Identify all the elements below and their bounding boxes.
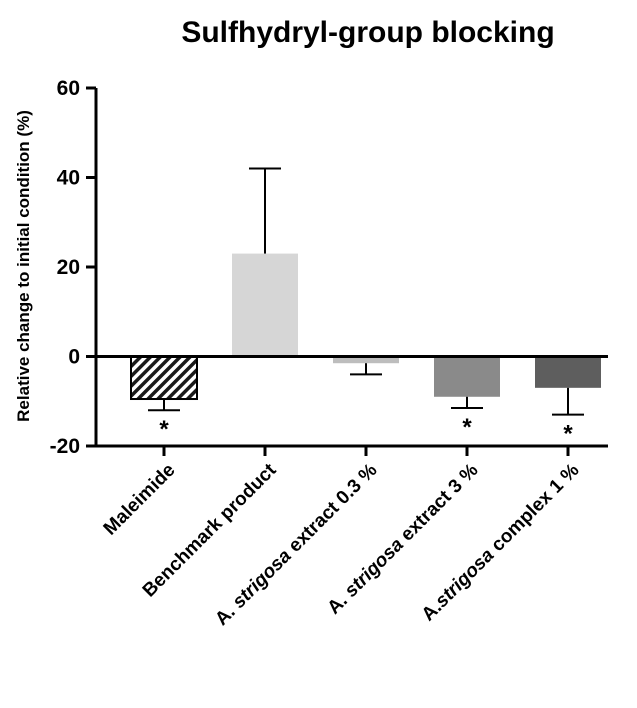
category-label: Maleimide [100, 460, 180, 540]
y-axis-label: Relative change to initial condition (%) [14, 110, 33, 422]
y-tick-label: 40 [57, 167, 80, 190]
category-label: A. strigosa extract 0.3 % [211, 460, 381, 630]
bar [434, 356, 500, 397]
y-tick-label: 60 [57, 77, 80, 100]
y-tick-label: 0 [68, 346, 80, 369]
y-tick-label: -20 [50, 435, 80, 458]
bar [333, 356, 399, 364]
significance-marker: * [462, 414, 472, 441]
significance-marker: * [563, 421, 573, 448]
y-tick-label: 20 [57, 256, 80, 279]
significance-marker: * [159, 416, 169, 443]
bar [535, 356, 601, 388]
chart-title: Sulfhydryl-group blocking [181, 16, 554, 49]
bar [232, 253, 298, 357]
bar [130, 355, 198, 401]
